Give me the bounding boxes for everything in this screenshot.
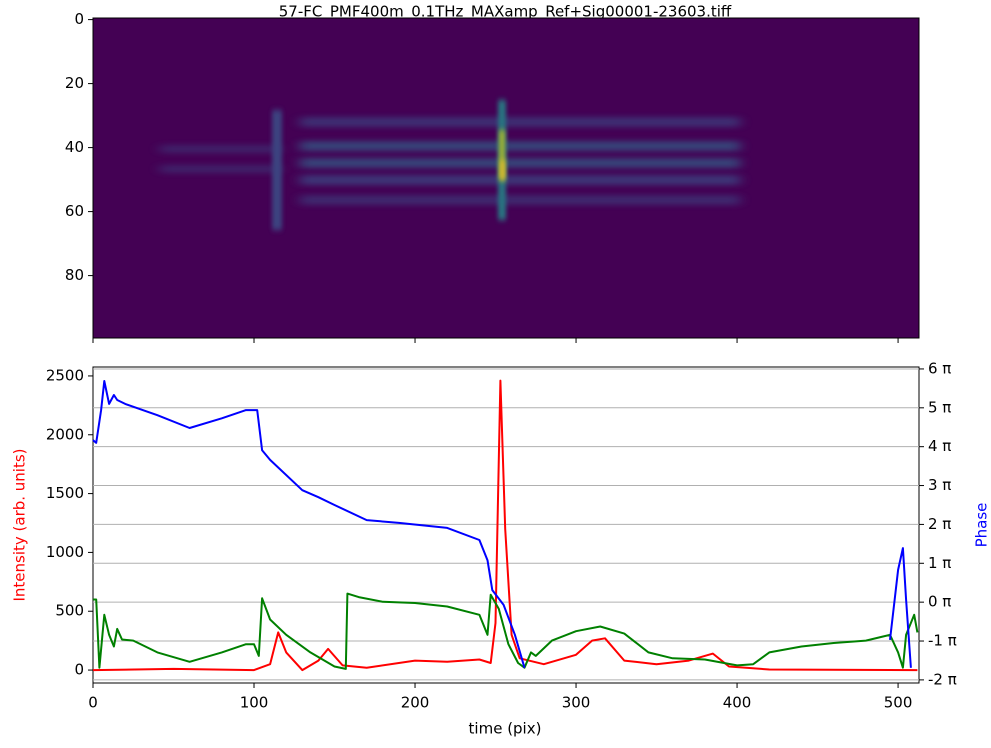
x-tick-label: 0 bbox=[88, 694, 98, 712]
series-line bbox=[92, 379, 918, 672]
y2-axis-label: Phase bbox=[973, 503, 991, 548]
y-tick-label: 1500 bbox=[46, 484, 84, 502]
y2-tick-label: 4 π bbox=[928, 437, 951, 455]
y-tick-label: 2000 bbox=[46, 425, 84, 443]
axes-frame bbox=[92, 366, 920, 684]
chart-title: 57-FC_PMF400m_0.1THz_MAXamp_Ref+Sig00001… bbox=[279, 3, 732, 22]
y-tick-label: 80 bbox=[65, 266, 84, 284]
x-tick-label: 200 bbox=[401, 694, 430, 712]
y-tick-label: 1000 bbox=[46, 543, 84, 561]
y-tick-label: 500 bbox=[55, 602, 84, 620]
x-axis-label: time (pix) bbox=[469, 720, 542, 738]
y-tick-label: 20 bbox=[65, 74, 84, 92]
series-line bbox=[92, 380, 912, 669]
y2-tick-label: -1 π bbox=[928, 632, 957, 650]
y-tick-label: 0 bbox=[74, 10, 84, 28]
y-tick-label: 0 bbox=[74, 661, 84, 679]
y2-tick-label: 0 π bbox=[928, 593, 951, 611]
heatmap-features bbox=[160, 100, 740, 230]
y2-tick-label: 5 π bbox=[928, 398, 951, 416]
y2-tick-label: 3 π bbox=[928, 476, 951, 494]
y-axis-label: Intensity (arb. units) bbox=[11, 448, 29, 601]
y2-tick-label: 2 π bbox=[928, 515, 951, 533]
axes-frame bbox=[92, 17, 920, 339]
x-tick-label: 400 bbox=[723, 694, 752, 712]
y-tick-label: 60 bbox=[65, 202, 84, 220]
x-tick-label: 500 bbox=[884, 694, 913, 712]
y2-tick-label: 1 π bbox=[928, 554, 951, 572]
y2-tick-label: 6 π bbox=[928, 359, 951, 377]
y2-tick-label: -2 π bbox=[928, 670, 957, 688]
series-line bbox=[93, 592, 919, 670]
x-tick-label: 300 bbox=[562, 694, 591, 712]
x-tick-label: 100 bbox=[240, 694, 269, 712]
y-tick-label: 2500 bbox=[46, 366, 84, 384]
y-tick-label: 40 bbox=[65, 138, 84, 156]
